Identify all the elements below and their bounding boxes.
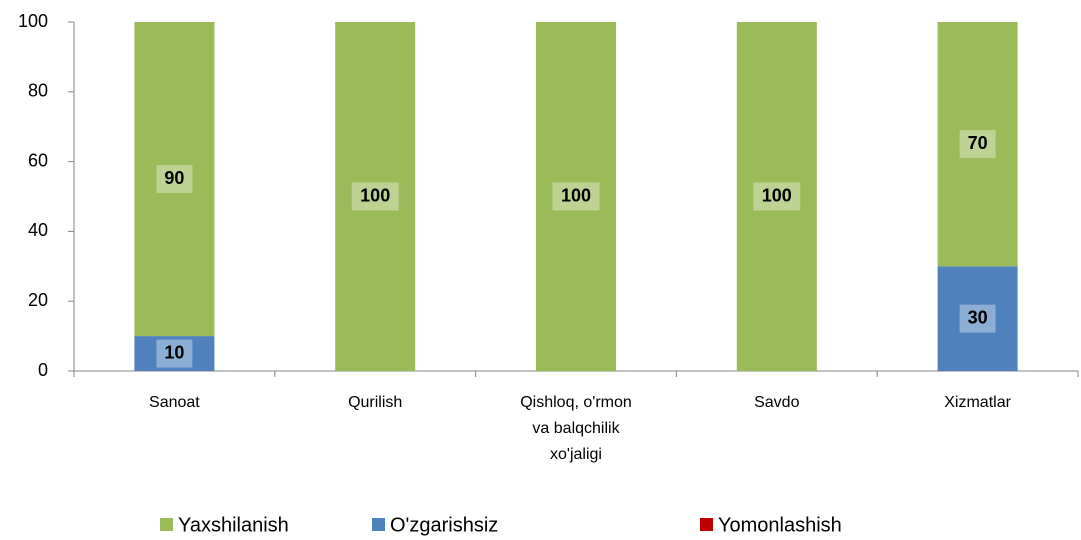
value-label-bg <box>351 182 399 211</box>
bar-segment <box>134 336 215 371</box>
value-label: 100 <box>360 185 390 205</box>
value-label-bg <box>156 165 193 194</box>
value-label: 100 <box>561 185 591 205</box>
y-tick-label: 60 <box>28 150 48 170</box>
value-label-bg <box>753 182 801 211</box>
y-tick-label: 100 <box>18 11 48 31</box>
bar-segment <box>937 266 1018 371</box>
x-tick-label: Sanoat <box>149 394 200 411</box>
value-label: 10 <box>164 342 184 362</box>
value-label: 70 <box>968 133 988 153</box>
y-tick-label: 80 <box>28 81 48 101</box>
legend-swatch <box>160 518 173 531</box>
value-label-bg <box>959 304 996 333</box>
bar-segment <box>134 22 215 337</box>
value-label: 100 <box>762 185 792 205</box>
legend-swatch <box>700 518 713 531</box>
value-label-bg <box>959 130 996 159</box>
legend-label: O'zgarishsiz <box>390 514 498 536</box>
bar-segment <box>335 22 416 371</box>
value-label-bg <box>156 339 193 368</box>
x-tick-label: Xizmatlar <box>944 394 1011 411</box>
bar-segment <box>536 22 616 371</box>
x-tick-label: Qurilish <box>348 394 402 411</box>
y-tick-label: 40 <box>28 220 48 240</box>
value-label-bg <box>552 182 600 211</box>
bar-segment <box>736 22 817 371</box>
bar-segment <box>937 22 1018 267</box>
legend-swatch <box>372 518 385 531</box>
value-label: 30 <box>968 307 988 327</box>
y-tick-label: 20 <box>28 290 48 310</box>
legend-label: Yaxshilanish <box>178 514 289 536</box>
legend-label: Yomonlashish <box>718 514 842 536</box>
y-tick-label: 0 <box>38 360 48 380</box>
value-label: 90 <box>164 168 184 188</box>
x-tick-label: Savdo <box>754 394 799 411</box>
x-tick-label: Qishloq, o'rmon va balqchilik xo'jaligi <box>520 394 632 463</box>
